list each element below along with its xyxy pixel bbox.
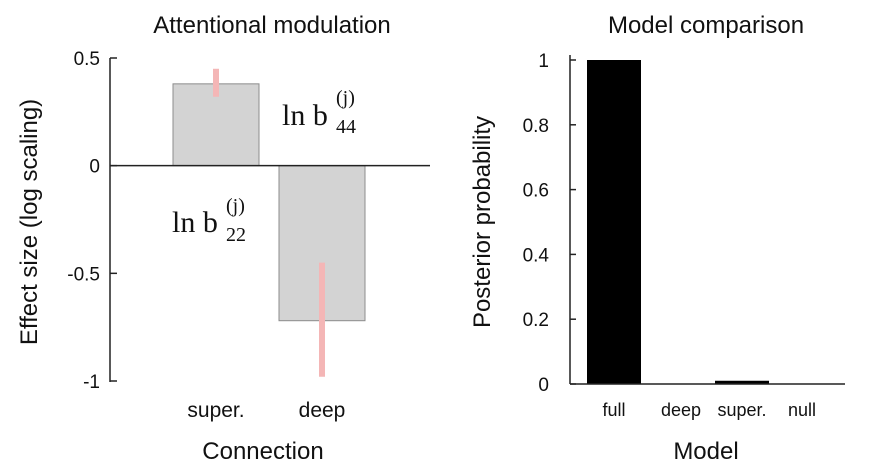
right-chart-title: Model comparison xyxy=(608,12,804,39)
left-chart: Attentional modulation Effect size (log … xyxy=(16,12,430,465)
annotation-ln-b22: ln b (j) 22 xyxy=(172,195,246,246)
annotation-ln-b44: ln b (j) 44 xyxy=(282,87,356,138)
annotation-ln-b22-sub: 22 xyxy=(226,224,246,246)
right-y-tick-label: 0.8 xyxy=(523,116,549,137)
left-y-tick-label: 0.5 xyxy=(74,49,100,70)
annotation-ln-b44-sup: (j) xyxy=(336,87,355,109)
left-y-tick-label: -0.5 xyxy=(67,264,100,285)
right-y-tick-label: 0.4 xyxy=(523,245,550,266)
right-y-tick-label: 0 xyxy=(538,375,549,396)
right-x-axis-label: Model xyxy=(673,438,738,465)
right-y-tick-label: 0.2 xyxy=(523,310,549,331)
annotation-ln-b22-base: ln b xyxy=(172,206,218,239)
left-chart-title: Attentional modulation xyxy=(153,12,391,39)
annotation-ln-b44-base: ln b xyxy=(282,99,328,132)
right-category-label-full: full xyxy=(602,400,625,420)
left-y-ticks: 0.5 0 -0.5 -1 xyxy=(67,49,117,393)
right-y-tick-label: 0.6 xyxy=(523,181,549,202)
right-category-label-deep: deep xyxy=(661,400,701,420)
right-bar-super xyxy=(715,380,769,384)
right-bars xyxy=(587,60,769,384)
left-category-label-super: super. xyxy=(187,399,244,422)
right-y-axis-label: Posterior probability xyxy=(469,116,496,328)
left-bars xyxy=(172,68,366,377)
left-x-axis-label: Connection xyxy=(202,438,323,465)
left-y-tick-label: -1 xyxy=(83,372,100,393)
right-category-label-null: null xyxy=(788,400,816,420)
right-chart: Model comparison Posterior probability M… xyxy=(469,12,845,465)
annotation-ln-b22-sup: (j) xyxy=(226,195,245,217)
right-category-label-super: super. xyxy=(717,400,766,420)
right-y-tick-label: 1 xyxy=(538,51,549,72)
left-y-tick-label: 0 xyxy=(89,157,100,178)
right-bar-full xyxy=(587,60,641,384)
left-category-label-deep: deep xyxy=(299,399,346,422)
right-y-ticks: 1 0.8 0.6 0.4 0.2 0 xyxy=(523,51,576,396)
left-y-axis-label: Effect size (log scaling) xyxy=(16,99,43,345)
annotation-ln-b44-sub: 44 xyxy=(336,116,356,138)
